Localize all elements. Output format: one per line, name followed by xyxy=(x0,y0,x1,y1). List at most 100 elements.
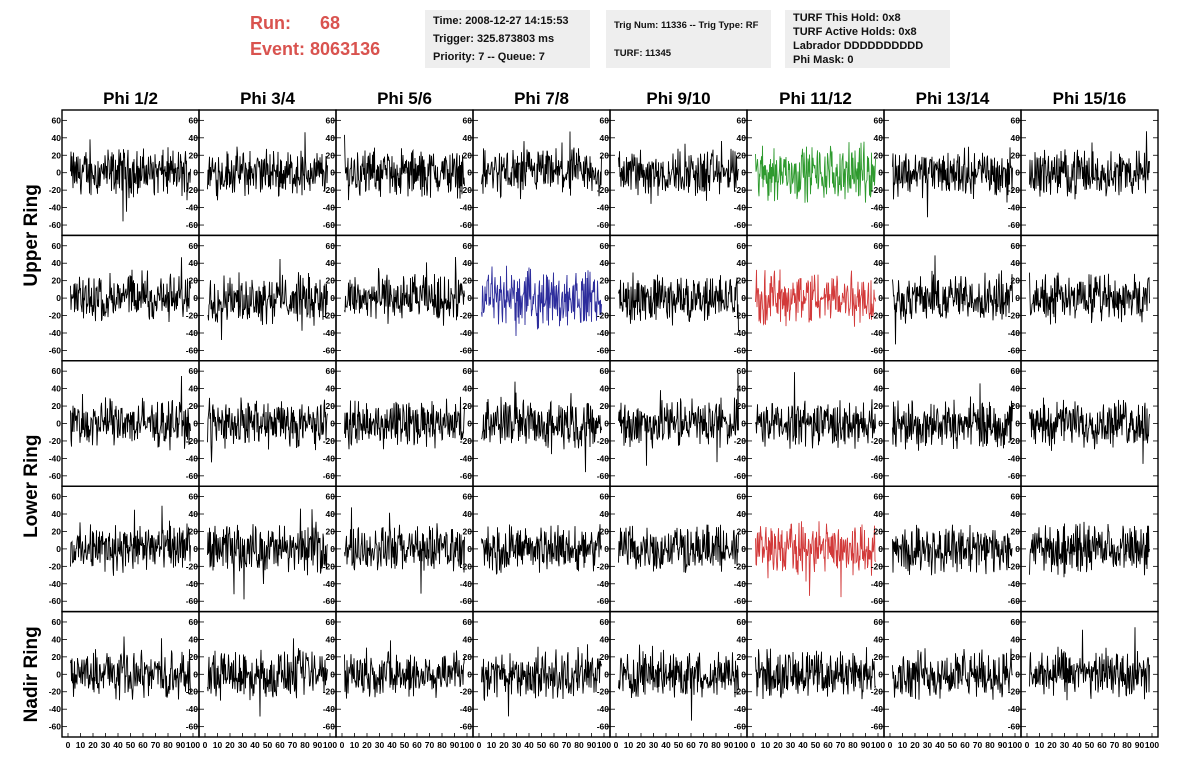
x-tick-label: 10 xyxy=(76,740,86,750)
y-tick-label: -20 xyxy=(460,185,473,195)
y-tick-label: 0 xyxy=(604,669,609,679)
waveform-trace xyxy=(1029,627,1150,701)
y-tick-label: 0 xyxy=(193,168,198,178)
y-tick-label: -20 xyxy=(323,436,336,446)
y-tick-label: 20 xyxy=(1011,276,1021,286)
y-tick-label: 20 xyxy=(189,150,199,160)
y-tick-label: -20 xyxy=(186,311,199,321)
x-tick-label: 100 xyxy=(323,740,337,750)
y-tick-label: -40 xyxy=(871,328,884,338)
x-tick-label: 50 xyxy=(948,740,958,750)
y-tick-label: 40 xyxy=(326,133,336,143)
waveform-trace xyxy=(70,505,191,576)
waveform-trace xyxy=(892,524,1013,576)
y-tick-label: -60 xyxy=(460,220,473,230)
y-tick-label: -60 xyxy=(1008,345,1021,355)
x-tick-label: 50 xyxy=(1085,740,1095,750)
y-tick-label: -40 xyxy=(323,579,336,589)
y-tick-label: -60 xyxy=(460,471,473,481)
waveform-trace xyxy=(70,375,191,451)
x-tick-label: 50 xyxy=(674,740,684,750)
x-tick-label: 0 xyxy=(203,740,208,750)
y-tick-label: 20 xyxy=(600,276,610,286)
y-tick-label: 40 xyxy=(737,509,747,519)
y-tick-label: 0 xyxy=(193,669,198,679)
x-tick-label: 80 xyxy=(300,740,310,750)
column-header: Phi 15/16 xyxy=(1053,89,1127,108)
y-tick-label: -60 xyxy=(597,220,610,230)
column-header: Phi 13/14 xyxy=(916,89,990,108)
y-tick-label: 60 xyxy=(189,492,199,502)
x-tick-label: 90 xyxy=(724,740,734,750)
y-tick-label: 60 xyxy=(326,115,336,125)
y-tick-label: 40 xyxy=(52,509,62,519)
row-group-label: Upper Ring xyxy=(21,184,42,286)
x-tick-label: 0 xyxy=(751,740,756,750)
y-tick-label: 40 xyxy=(874,509,884,519)
waveform-trace xyxy=(618,524,739,573)
y-tick-label: -40 xyxy=(186,579,199,589)
y-tick-label: -60 xyxy=(186,345,199,355)
y-tick-label: -60 xyxy=(871,220,884,230)
y-tick-label: -40 xyxy=(186,328,199,338)
y-tick-label: -40 xyxy=(460,328,473,338)
x-tick-label: 80 xyxy=(1122,740,1132,750)
event-value: 8063136 xyxy=(310,39,381,59)
y-tick-label: -20 xyxy=(734,687,747,697)
y-tick-label: 40 xyxy=(326,509,336,519)
x-tick-label: 60 xyxy=(960,740,970,750)
waveform-trace xyxy=(618,373,739,466)
y-tick-label: 40 xyxy=(874,133,884,143)
y-tick-label: 60 xyxy=(52,617,62,627)
waveform-trace xyxy=(70,139,191,222)
y-tick-label: 0 xyxy=(878,168,883,178)
y-tick-label: -60 xyxy=(734,345,747,355)
y-tick-label: 0 xyxy=(467,669,472,679)
trig-info-box: Trig Num: 11336 -- Trig Type: RF TURF: 1… xyxy=(606,10,771,68)
y-tick-label: 60 xyxy=(1011,241,1021,251)
priority-text: Priority: 7 -- Queue: 7 xyxy=(433,51,545,63)
y-tick-label: 0 xyxy=(467,544,472,554)
y-tick-label: -60 xyxy=(49,722,62,732)
y-tick-label: 20 xyxy=(600,526,610,536)
x-tick-label: 80 xyxy=(437,740,447,750)
x-tick-label: 10 xyxy=(898,740,908,750)
waveform-trace xyxy=(207,508,328,600)
y-tick-label: -60 xyxy=(1008,471,1021,481)
y-tick-label: 20 xyxy=(737,276,747,286)
y-tick-label: 60 xyxy=(463,492,473,502)
x-tick-label: 90 xyxy=(176,740,186,750)
y-tick-label: 20 xyxy=(326,150,336,160)
y-tick-label: 20 xyxy=(52,401,62,411)
time-info-box: Time: 2008-12-27 14:15:53 Trigger: 325.8… xyxy=(425,10,590,68)
y-tick-label: 40 xyxy=(600,509,610,519)
column-header: Phi 1/2 xyxy=(103,89,158,108)
run-label: Run: xyxy=(250,13,291,33)
x-tick-label: 90 xyxy=(313,740,323,750)
waveform-trace xyxy=(755,647,876,700)
y-tick-label: -20 xyxy=(460,561,473,571)
y-tick-label: -60 xyxy=(1008,220,1021,230)
y-tick-label: -40 xyxy=(186,453,199,463)
y-tick-label: 40 xyxy=(189,634,199,644)
waveform-trace xyxy=(344,640,465,699)
trigger-text: Trigger: 325.873803 ms xyxy=(433,33,555,45)
waveform-trace xyxy=(207,258,328,341)
x-tick-label: 10 xyxy=(213,740,223,750)
waveform-trace xyxy=(481,524,602,575)
y-tick-label: 40 xyxy=(52,258,62,268)
y-tick-label: -20 xyxy=(460,436,473,446)
waveform-trace xyxy=(207,132,328,201)
waveform-trace xyxy=(1029,272,1150,325)
y-tick-label: 20 xyxy=(463,652,473,662)
y-tick-label: 60 xyxy=(737,366,747,376)
y-tick-label: -40 xyxy=(734,203,747,213)
x-tick-label: 80 xyxy=(848,740,858,750)
y-tick-label: 20 xyxy=(874,526,884,536)
y-tick-label: 0 xyxy=(330,544,335,554)
x-tick-label: 0 xyxy=(888,740,893,750)
row-group-label: Nadir Ring xyxy=(21,626,42,722)
y-tick-label: 20 xyxy=(1011,526,1021,536)
y-tick-label: -20 xyxy=(186,687,199,697)
y-tick-label: -20 xyxy=(323,687,336,697)
